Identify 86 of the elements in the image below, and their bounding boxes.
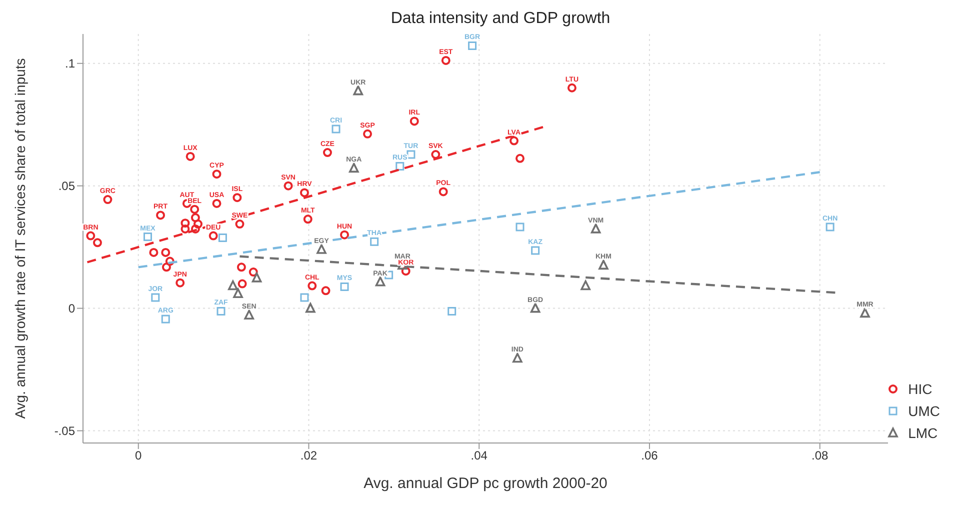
point bbox=[212, 170, 222, 179]
point bbox=[156, 210, 166, 220]
point bbox=[208, 231, 218, 240]
point bbox=[284, 181, 293, 190]
point bbox=[353, 85, 364, 96]
point bbox=[238, 279, 247, 288]
point bbox=[86, 231, 96, 240]
point bbox=[375, 276, 386, 286]
x-tick-label: .04 bbox=[470, 448, 488, 463]
y-axis-title: Avg. annual growth rate of IT services share of total inputs bbox=[12, 58, 28, 419]
x-tick-label: .06 bbox=[641, 448, 658, 463]
point bbox=[165, 256, 174, 266]
point bbox=[370, 237, 379, 246]
point bbox=[332, 124, 340, 134]
point bbox=[303, 214, 312, 224]
y-tick-label: .1 bbox=[64, 56, 76, 71]
point bbox=[321, 286, 330, 296]
x-tick-label: 0 bbox=[135, 448, 142, 463]
y-tick-label: 0 bbox=[68, 302, 76, 316]
point bbox=[316, 244, 326, 254]
point bbox=[431, 150, 440, 159]
point bbox=[180, 224, 190, 234]
point bbox=[348, 162, 359, 173]
point bbox=[448, 306, 456, 316]
point bbox=[235, 220, 244, 229]
y-tick-label: .05 bbox=[58, 179, 76, 194]
point bbox=[340, 230, 350, 240]
point bbox=[161, 314, 170, 324]
point bbox=[510, 136, 519, 146]
point bbox=[860, 308, 870, 318]
x-axis-title: Avg. annual GDP pc growth 2000-20 bbox=[364, 475, 608, 492]
point bbox=[190, 224, 200, 234]
y-tick-label: -.05 bbox=[54, 424, 76, 438]
point bbox=[232, 193, 242, 202]
point bbox=[300, 188, 309, 198]
point bbox=[531, 246, 540, 255]
point bbox=[340, 282, 349, 291]
x-tick-label: .08 bbox=[812, 448, 829, 463]
point bbox=[580, 280, 590, 290]
point bbox=[300, 293, 309, 302]
point bbox=[530, 302, 540, 313]
point bbox=[401, 266, 410, 276]
point bbox=[826, 222, 834, 232]
point bbox=[151, 293, 160, 302]
legend-label: LMC bbox=[908, 425, 938, 441]
point bbox=[162, 262, 171, 272]
point bbox=[441, 56, 450, 65]
point bbox=[216, 306, 226, 316]
point bbox=[598, 260, 608, 270]
point bbox=[194, 220, 202, 229]
point bbox=[212, 198, 222, 208]
point bbox=[176, 278, 185, 288]
point bbox=[363, 129, 372, 138]
point bbox=[190, 213, 200, 222]
legend-label: UMC bbox=[908, 403, 940, 419]
point bbox=[468, 42, 477, 50]
point bbox=[396, 162, 404, 170]
point bbox=[218, 234, 227, 242]
point bbox=[149, 248, 158, 257]
point bbox=[252, 272, 262, 282]
point bbox=[590, 224, 601, 234]
x-tick-label: .02 bbox=[300, 448, 318, 463]
point bbox=[308, 281, 317, 290]
point bbox=[186, 152, 195, 161]
point bbox=[306, 302, 316, 313]
point bbox=[161, 248, 170, 257]
point bbox=[236, 262, 246, 272]
point bbox=[143, 232, 152, 242]
legend-label: HIC bbox=[908, 381, 932, 397]
point bbox=[322, 148, 332, 158]
point bbox=[190, 204, 200, 214]
point bbox=[248, 268, 258, 277]
point bbox=[244, 310, 254, 320]
point bbox=[233, 288, 243, 298]
point bbox=[512, 352, 522, 363]
point bbox=[92, 238, 102, 248]
point bbox=[180, 218, 190, 228]
point bbox=[516, 154, 524, 163]
point bbox=[410, 116, 419, 126]
chart-title: Data intensity and GDP growth bbox=[390, 10, 612, 28]
point bbox=[567, 83, 576, 92]
point bbox=[516, 222, 524, 232]
point bbox=[103, 195, 112, 204]
point bbox=[438, 187, 448, 196]
point bbox=[228, 280, 238, 290]
point bbox=[406, 150, 416, 159]
